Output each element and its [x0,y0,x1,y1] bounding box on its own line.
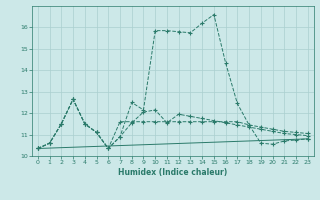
X-axis label: Humidex (Indice chaleur): Humidex (Indice chaleur) [118,168,228,177]
